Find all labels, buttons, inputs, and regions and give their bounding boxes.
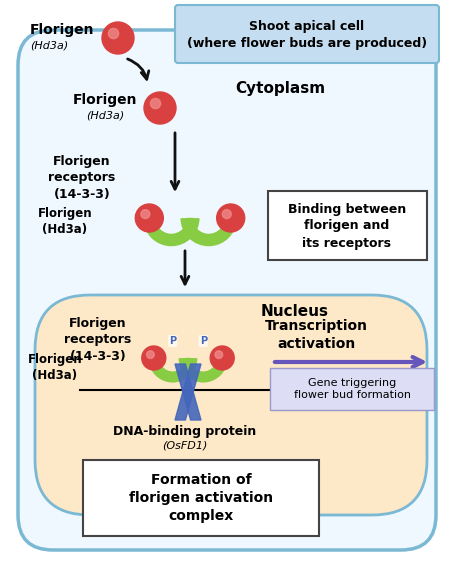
Polygon shape [175, 364, 201, 420]
FancyBboxPatch shape [268, 191, 427, 260]
Circle shape [210, 346, 234, 370]
FancyBboxPatch shape [83, 460, 319, 536]
FancyBboxPatch shape [18, 30, 436, 550]
Circle shape [222, 210, 231, 219]
Text: Shoot apical cell
(where flower buds are produced): Shoot apical cell (where flower buds are… [187, 20, 427, 50]
Text: Nucleus: Nucleus [261, 305, 329, 319]
Text: Binding between
florigen and
its receptors: Binding between florigen and its recepto… [288, 202, 406, 250]
Text: Formation of
florigen activation
complex: Formation of florigen activation complex [129, 472, 273, 523]
Text: (OsFD1): (OsFD1) [162, 441, 208, 451]
Text: Florigen: Florigen [73, 93, 137, 107]
Circle shape [144, 92, 176, 124]
Text: Transcription
activation: Transcription activation [265, 319, 368, 351]
Text: Florigen
receptors
(14-3-3): Florigen receptors (14-3-3) [49, 155, 116, 201]
Polygon shape [175, 364, 201, 420]
Circle shape [141, 210, 150, 219]
Text: Gene triggering
flower bud formation: Gene triggering flower bud formation [293, 378, 410, 400]
Circle shape [217, 204, 245, 232]
Text: P: P [200, 336, 207, 346]
Circle shape [135, 204, 163, 232]
FancyBboxPatch shape [270, 368, 434, 410]
Text: DNA-binding protein: DNA-binding protein [113, 425, 256, 438]
Text: Florigen
(Hd3a): Florigen (Hd3a) [38, 207, 92, 237]
Text: (Hd3a): (Hd3a) [30, 41, 68, 51]
Text: Cytoplasm: Cytoplasm [235, 80, 325, 95]
Circle shape [142, 346, 166, 370]
Circle shape [215, 351, 223, 358]
Circle shape [147, 351, 154, 358]
Text: Florigen
(Hd3a): Florigen (Hd3a) [28, 354, 82, 383]
FancyBboxPatch shape [175, 5, 439, 63]
FancyBboxPatch shape [35, 295, 427, 515]
Circle shape [108, 28, 119, 38]
Circle shape [102, 22, 134, 54]
Text: Florigen
receptors
(14-3-3): Florigen receptors (14-3-3) [64, 317, 131, 363]
Text: (Hd3a): (Hd3a) [86, 111, 124, 121]
Text: P: P [169, 336, 176, 346]
Text: Florigen: Florigen [30, 23, 94, 37]
Circle shape [150, 98, 161, 108]
